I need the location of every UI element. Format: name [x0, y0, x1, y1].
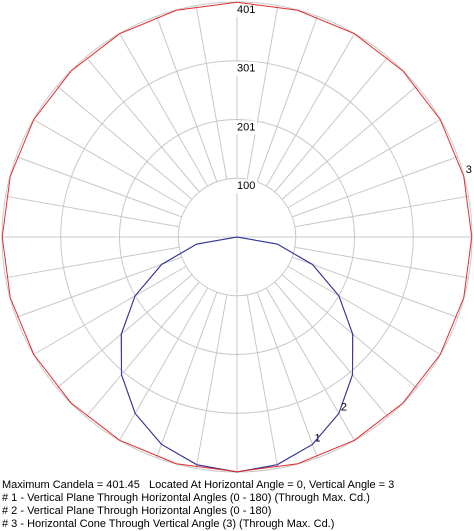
spoke — [265, 33, 355, 187]
spoke — [195, 5, 228, 180]
spoke — [119, 33, 209, 187]
series-label: 3 — [466, 164, 472, 176]
series-line — [1, 1, 473, 473]
spoke — [16, 156, 182, 218]
spoke — [294, 246, 469, 279]
spoke — [281, 85, 418, 200]
spoke — [246, 5, 279, 180]
r-tick-label: 100 — [237, 180, 255, 192]
spoke — [246, 294, 279, 469]
spoke — [56, 274, 193, 389]
grid-ring — [177, 177, 297, 297]
tick-label-bg — [235, 61, 257, 76]
spoke — [265, 287, 355, 441]
spoke — [292, 256, 458, 318]
r-tick-label: 301 — [237, 63, 255, 75]
series-label: 2 — [341, 401, 347, 413]
spoke — [85, 281, 200, 418]
r-tick-label: 201 — [237, 121, 255, 133]
legend-entry: # 3 - Horizontal Cone Through Vertical A… — [2, 518, 334, 530]
annotation: Maximum Candela = 401.45 Located At Hori… — [2, 479, 394, 491]
spoke — [274, 281, 389, 418]
spoke — [16, 256, 182, 318]
spoke — [294, 195, 469, 228]
grid-ring — [118, 118, 356, 356]
spoke — [256, 292, 318, 458]
spoke — [33, 265, 187, 355]
spoke — [274, 56, 389, 193]
r-tick-label: 401 — [237, 4, 255, 16]
spoke — [5, 246, 180, 279]
legend-entry: # 2 - Vertical Plane Through Horizontal … — [2, 505, 271, 517]
spoke — [33, 119, 187, 209]
legend-entry: # 1 - Vertical Plane Through Horizontal … — [2, 492, 370, 504]
spoke — [156, 16, 218, 182]
spoke — [119, 287, 209, 441]
tick-label-bg — [235, 179, 257, 194]
spoke — [292, 156, 458, 218]
spoke — [85, 56, 200, 193]
spoke — [256, 16, 318, 182]
spoke — [56, 85, 193, 200]
series-line — [120, 236, 354, 473]
spoke — [156, 292, 218, 458]
tick-label-bg — [235, 120, 257, 135]
spoke — [287, 119, 441, 209]
spoke — [287, 265, 441, 355]
grid-ring — [60, 60, 414, 414]
spoke — [195, 294, 228, 469]
spoke — [5, 195, 180, 228]
spoke — [281, 274, 418, 389]
tick-label-bg — [235, 3, 257, 17]
